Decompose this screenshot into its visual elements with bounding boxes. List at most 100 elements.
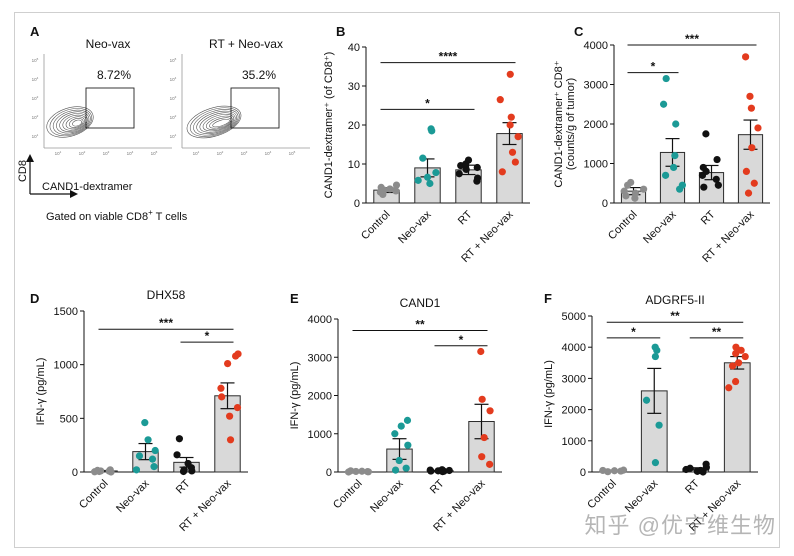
- y-tick-label: 2000: [562, 405, 586, 417]
- flow-x-tick-base: 10: [289, 151, 295, 156]
- data-point: [347, 467, 355, 475]
- data-point: [702, 460, 710, 468]
- flow-y-tick-base: 10: [170, 115, 176, 120]
- data-point: [233, 404, 242, 412]
- flow-y-tick-label: 103: [32, 95, 39, 101]
- data-point: [619, 466, 628, 474]
- x-tick-label: Control: [585, 478, 619, 512]
- flow-y-tick-base: 10: [32, 77, 38, 82]
- data-point: [498, 168, 506, 176]
- flow-x-tick-label: 101: [55, 150, 62, 156]
- flow-x-tick-label: 103: [103, 150, 110, 156]
- flow-contour-line: [202, 114, 235, 132]
- x-tick-label: Neo-vax: [114, 477, 152, 515]
- flow-y-tick-label: 104: [32, 76, 39, 82]
- y-tick-label: 2000: [584, 119, 608, 131]
- data-point: [486, 460, 494, 468]
- data-point: [150, 463, 158, 471]
- data-point: [392, 181, 401, 189]
- flow-x-tick-label: 103: [241, 150, 248, 156]
- panel-d: D DHX58 0 500 1000 1500 IFN-γ (pg/mL) Control Ne…: [30, 288, 248, 534]
- panel-f: F ADGRF5-II 0 1000 2000 3000 4000 5000 IFN-γ (pg…: [543, 291, 758, 534]
- x-tick-label: Control: [331, 478, 365, 512]
- data-point: [478, 453, 486, 461]
- data-point: [750, 179, 758, 187]
- data-point: [478, 395, 486, 403]
- data-point: [403, 416, 412, 424]
- y-tick-label: 30: [348, 81, 360, 93]
- y-axis-label: IFN-γ (pg/mL): [35, 358, 47, 426]
- data-point: [392, 187, 400, 195]
- y-tick-label: 1000: [584, 159, 608, 171]
- data-point: [180, 466, 188, 474]
- data-point: [423, 173, 432, 181]
- data-point: [402, 464, 410, 472]
- data-point: [141, 419, 149, 427]
- flow-x-tick-exp: 2: [222, 150, 224, 154]
- chart-title: DHX58: [147, 288, 186, 302]
- x-tick-label: RT: [428, 477, 447, 496]
- x-tick-label: RT: [456, 208, 475, 227]
- flow-contour-line: [186, 105, 242, 139]
- panel-a: ANeo-vax1011011021021031031041041051058.…: [17, 24, 310, 223]
- y-axis-label: IFN-γ (pg/mL): [289, 362, 301, 430]
- dextramer-arrow-head: [70, 190, 78, 198]
- data-point: [462, 165, 470, 174]
- panel-letter-e: E: [290, 291, 299, 306]
- y-tick-label: 4000: [308, 314, 332, 326]
- data-point: [144, 436, 152, 444]
- flow-x-tick-base: 10: [151, 151, 157, 156]
- x-tick-label: Control: [77, 478, 111, 512]
- significance-label: *: [459, 333, 464, 347]
- footnote-prefix: Gated on viable CD8: [46, 211, 148, 223]
- data-point: [419, 154, 427, 162]
- data-point: [741, 352, 749, 361]
- flow-contour-line: [65, 116, 85, 130]
- data-point: [651, 343, 659, 351]
- flow-contour-line: [72, 119, 83, 127]
- flow-y-tick-exp: 1: [175, 133, 177, 137]
- data-point: [473, 174, 482, 182]
- flow-gate-percent: 8.72%: [97, 68, 131, 82]
- data-point: [714, 181, 722, 189]
- data-point: [438, 466, 446, 474]
- data-point: [426, 179, 434, 188]
- y-tick-label: 3000: [308, 352, 332, 364]
- flow-x-tick-exp: 5: [156, 150, 158, 154]
- panel-letter-c: C: [574, 24, 584, 39]
- y-tick-label: 1500: [54, 306, 78, 318]
- flow-x-tick-label: 104: [127, 150, 134, 156]
- y-axis-label-line2: (counts/g of tumor): [565, 78, 577, 170]
- data-point: [473, 163, 481, 172]
- y-tick-label: 40: [348, 42, 360, 54]
- x-tick-label: Control: [359, 209, 393, 243]
- data-point: [432, 168, 440, 177]
- significance-label: *: [651, 60, 656, 74]
- flow-contour-line: [199, 112, 236, 133]
- flow-x-tick-base: 10: [127, 151, 133, 156]
- flow-y-tick-exp: 5: [175, 57, 177, 61]
- flow-x-tick-exp: 1: [198, 150, 200, 154]
- flow-y-tick-exp: 4: [175, 76, 177, 80]
- data-point: [218, 393, 226, 401]
- flow-y-tick-base: 10: [32, 115, 38, 120]
- data-point: [754, 124, 762, 132]
- flow-y-tick-base: 10: [170, 77, 176, 82]
- data-point: [671, 152, 679, 160]
- flow-x-tick-label: 105: [289, 150, 296, 156]
- data-point: [610, 467, 619, 475]
- data-point: [391, 430, 399, 438]
- x-tick-label: Neo-vax: [641, 208, 679, 246]
- data-point: [662, 74, 670, 83]
- flow-x-tick-label: 102: [79, 150, 86, 156]
- data-point: [651, 459, 660, 467]
- y-axis-label: CAND1-dextramer⁺ (of CD8⁺): [323, 52, 335, 199]
- flow-contour-line: [59, 113, 88, 132]
- flow-contours: [186, 105, 242, 139]
- figure-frame: [14, 12, 780, 548]
- y-axis-label: CAND1-dextramer⁺ CD8⁺: [553, 60, 565, 187]
- data-point: [175, 435, 184, 443]
- flow-y-tick-base: 10: [170, 96, 176, 101]
- flow-y-tick-exp: 3: [37, 95, 39, 99]
- flow-contour-line: [52, 109, 91, 135]
